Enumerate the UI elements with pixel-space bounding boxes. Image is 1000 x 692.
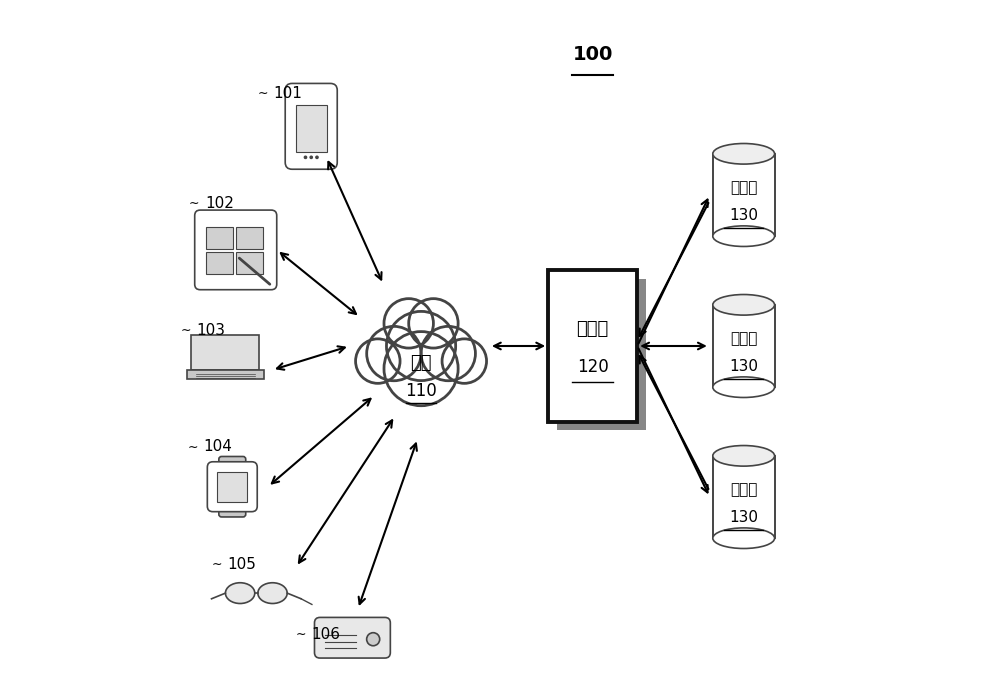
Text: 120: 120 — [577, 358, 609, 376]
Text: 106: 106 — [311, 627, 340, 641]
FancyBboxPatch shape — [314, 617, 390, 658]
Ellipse shape — [713, 226, 775, 246]
Bar — [217, 472, 247, 502]
Ellipse shape — [713, 528, 775, 549]
Text: 服务器: 服务器 — [577, 320, 609, 338]
Text: 104: 104 — [203, 439, 232, 455]
Bar — [713, 154, 775, 236]
Circle shape — [356, 339, 400, 383]
Bar — [713, 304, 775, 388]
Circle shape — [304, 156, 307, 158]
FancyBboxPatch shape — [207, 462, 257, 511]
Circle shape — [367, 632, 380, 646]
Text: 102: 102 — [205, 196, 234, 211]
Text: ∼: ∼ — [187, 440, 198, 453]
Text: 数据库: 数据库 — [730, 331, 757, 347]
Ellipse shape — [713, 446, 775, 466]
Text: ∼: ∼ — [181, 324, 191, 337]
Bar — [187, 370, 264, 379]
Circle shape — [367, 327, 421, 381]
Text: 数据库: 数据库 — [730, 181, 757, 196]
FancyBboxPatch shape — [219, 504, 246, 517]
Circle shape — [421, 327, 475, 381]
Ellipse shape — [225, 583, 255, 603]
Text: 数据库: 数据库 — [730, 482, 757, 498]
Ellipse shape — [258, 583, 287, 603]
Text: ∼: ∼ — [211, 558, 222, 571]
Text: ∼: ∼ — [257, 87, 268, 100]
Text: 101: 101 — [273, 86, 302, 101]
FancyBboxPatch shape — [219, 457, 246, 470]
Text: 103: 103 — [197, 322, 226, 338]
Circle shape — [384, 299, 433, 348]
Bar — [236, 227, 263, 249]
Text: ∼: ∼ — [189, 197, 199, 210]
Bar — [206, 227, 233, 249]
Bar — [191, 336, 259, 370]
Text: 网络: 网络 — [410, 354, 432, 372]
Circle shape — [384, 331, 458, 406]
Text: 110: 110 — [405, 381, 437, 399]
Circle shape — [310, 156, 312, 158]
Text: 100: 100 — [572, 45, 613, 64]
Ellipse shape — [713, 377, 775, 397]
Circle shape — [409, 299, 458, 348]
Bar — [557, 280, 646, 430]
Circle shape — [442, 339, 487, 383]
Text: ∼: ∼ — [295, 628, 306, 641]
Circle shape — [386, 311, 456, 381]
Bar — [296, 104, 327, 152]
Ellipse shape — [713, 295, 775, 315]
Bar — [206, 252, 233, 274]
Bar — [548, 271, 637, 421]
Text: 130: 130 — [729, 510, 758, 525]
Text: 130: 130 — [729, 208, 758, 223]
FancyBboxPatch shape — [195, 210, 277, 290]
Bar — [236, 252, 263, 274]
FancyBboxPatch shape — [285, 84, 337, 170]
Ellipse shape — [713, 143, 775, 164]
Text: 105: 105 — [227, 557, 256, 572]
Circle shape — [316, 156, 318, 158]
Text: 130: 130 — [729, 359, 758, 374]
Bar — [713, 456, 775, 538]
